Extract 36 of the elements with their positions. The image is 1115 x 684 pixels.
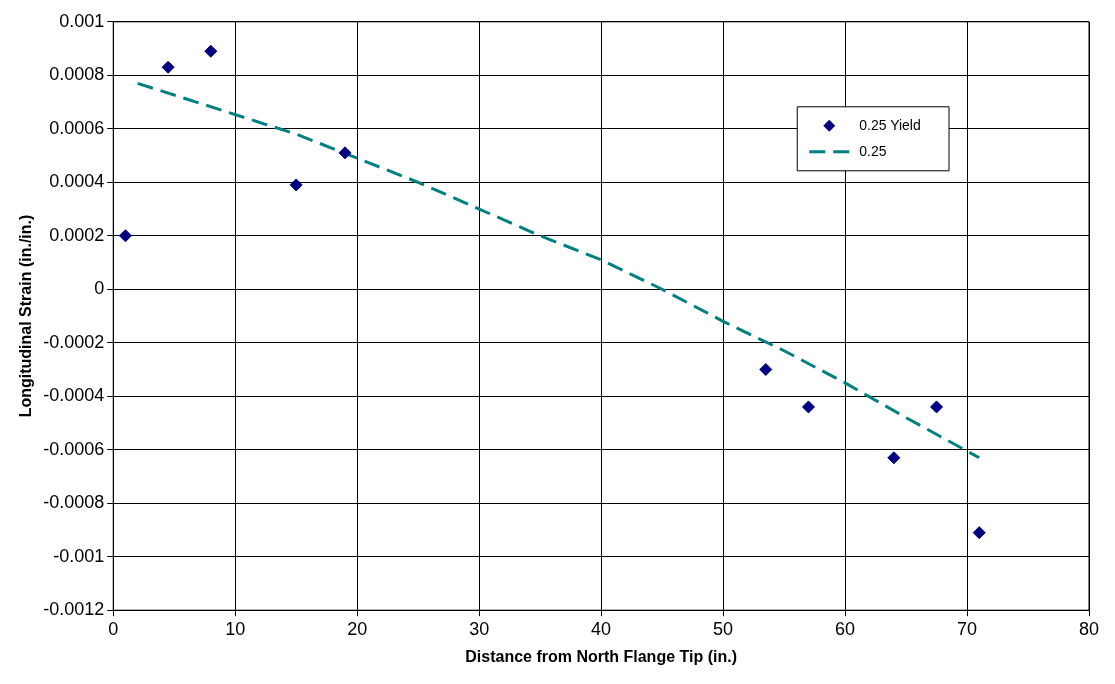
x-tick-label: 10	[225, 618, 246, 639]
point	[972, 526, 986, 540]
x-tick-label: 50	[713, 618, 734, 639]
y-tick-label: 0.0002	[49, 224, 105, 245]
legend-label: 0.25	[859, 142, 887, 159]
x-tick-label: 40	[591, 618, 612, 639]
x-tick-label: 60	[835, 618, 856, 639]
point	[161, 60, 175, 74]
x-tick-label: 70	[957, 618, 978, 639]
x-axis-title: Distance from North Flange Tip (in.)	[465, 647, 737, 665]
point	[118, 229, 132, 243]
x-tick-label: 80	[1078, 618, 1100, 639]
y-tick-label: -0.0008	[43, 492, 105, 513]
point	[289, 178, 303, 192]
legend-label: 0.25 Yield	[859, 116, 921, 133]
y-tick-label: 0.0004	[49, 171, 105, 192]
point	[887, 451, 901, 465]
line-series	[136, 81, 981, 460]
y-tick-label: -0.0002	[43, 331, 105, 352]
x-tick-label: 20	[347, 618, 368, 639]
x-tick-label: 30	[469, 618, 490, 639]
y-tick-label: -0.0012	[43, 599, 105, 620]
point	[801, 400, 815, 414]
y-tick-label: -0.001	[53, 545, 105, 566]
y-tick-label: 0.0008	[49, 64, 105, 85]
point	[204, 44, 218, 58]
y-tick-label: 0	[94, 278, 105, 299]
y-tick-label: 0.0006	[49, 117, 105, 138]
point	[759, 362, 773, 376]
point	[338, 146, 352, 160]
x-tick-label: 0	[108, 618, 119, 639]
y-tick-label: -0.0006	[43, 438, 105, 459]
y-tick-label: -0.0004	[43, 385, 105, 406]
y-tick-label: 0.001	[59, 10, 105, 31]
y-axis-title: Longitudinal Strain (in./in.)	[17, 214, 35, 418]
point	[930, 400, 944, 414]
